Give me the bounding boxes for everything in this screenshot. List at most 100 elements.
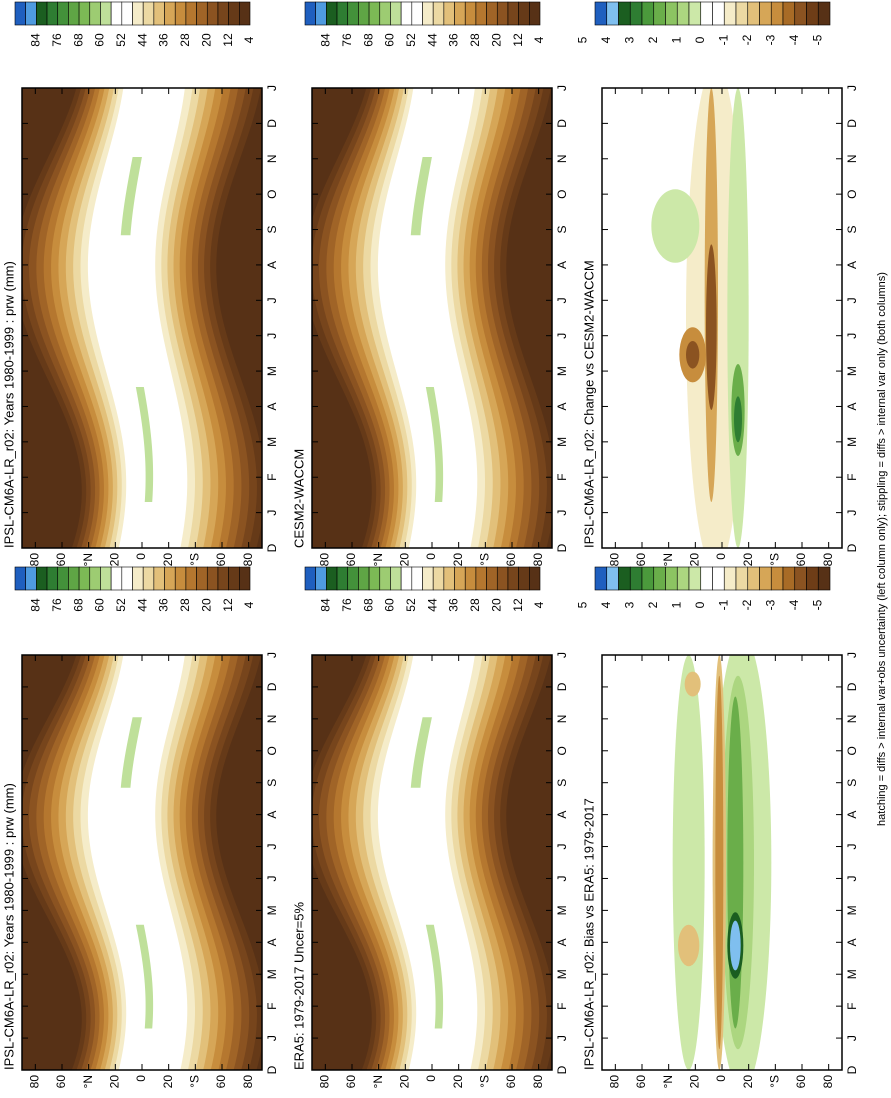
x-tick-label: F	[555, 1002, 569, 1009]
y-tick-label: 20	[161, 553, 175, 567]
colorbar-box	[68, 566, 80, 591]
colorbar-box	[454, 1, 466, 26]
y-tick-label: 60	[794, 1075, 808, 1089]
x-tick-label: M	[555, 437, 569, 447]
x-tick-label: J	[555, 844, 569, 850]
y-tick-label: 60	[54, 553, 68, 567]
y-tick-label: 80	[28, 553, 42, 567]
colorbar-box	[206, 566, 219, 591]
colorbar-box	[304, 566, 316, 591]
colorbar-label: 5	[575, 36, 589, 43]
colorbar-box	[326, 1, 338, 26]
colorbar-label: 36	[447, 598, 461, 612]
colorbar-box	[100, 1, 112, 26]
colorbar-box	[443, 566, 455, 591]
field-blob	[734, 396, 742, 443]
y-tick-label: 80	[241, 553, 255, 567]
y-tick-label: 60	[214, 553, 228, 567]
y-tick-label: 80	[28, 1075, 42, 1089]
field-blob	[706, 244, 717, 410]
x-tick-label: J	[265, 85, 279, 91]
colorbar-label: 1	[669, 36, 683, 43]
field-band	[389, 655, 464, 1070]
colorbar-box	[358, 566, 370, 591]
colorbar-box	[507, 566, 519, 591]
y-tick-label: 20	[161, 1075, 175, 1089]
y-tick-label: 20	[741, 1075, 755, 1089]
x-tick-label: F	[845, 474, 859, 481]
colorbar-box	[164, 1, 176, 26]
y-tick-label: °N	[661, 553, 675, 566]
colorbar-label: 44	[135, 33, 149, 47]
y-tick-label: °S	[478, 553, 492, 566]
colorbar-box	[379, 1, 391, 26]
y-tick-label: 0	[714, 1075, 728, 1082]
x-tick-label: J	[265, 844, 279, 850]
y-tick-label: °N	[661, 1075, 675, 1088]
colorbar-label: 5	[575, 601, 589, 608]
colorbar-box	[665, 566, 678, 591]
colorbar-box	[164, 566, 176, 591]
colorbar-label: 36	[157, 33, 171, 47]
x-tick-label: J	[845, 85, 859, 91]
x-tick-label: M	[845, 969, 859, 979]
colorbar-box	[464, 1, 477, 26]
colorbar-label: 20	[199, 598, 213, 612]
colorbar-box	[379, 566, 391, 591]
colorbar-box	[794, 566, 807, 591]
colorbar-label: -3	[763, 34, 777, 45]
colorbar-box	[486, 566, 498, 591]
x-tick-label: S	[845, 779, 859, 787]
colorbar-box	[57, 1, 69, 26]
colorbar-box	[770, 566, 784, 591]
colorbar-box	[817, 566, 831, 591]
colorbar-box	[185, 566, 197, 591]
field-band	[425, 387, 444, 502]
colorbar-label: 44	[135, 598, 149, 612]
colorbar-label: -4	[787, 34, 801, 45]
x-tick-label: F	[845, 1002, 859, 1009]
colorbar-box	[747, 566, 760, 591]
field-band	[99, 655, 174, 1070]
colorbar-label: 76	[50, 598, 64, 612]
colorbar-box	[68, 1, 80, 26]
y-tick-label: °N	[371, 1075, 385, 1088]
x-tick-label: F	[555, 474, 569, 481]
colorbar-box	[100, 566, 112, 591]
colorbar-box	[759, 1, 772, 26]
x-tick-label: M	[845, 905, 859, 915]
y-tick-label: °S	[768, 553, 782, 566]
colorbar-box	[606, 566, 619, 591]
colorbar-box	[464, 566, 477, 591]
x-tick-label: N	[265, 154, 279, 163]
x-tick-label: M	[265, 366, 279, 376]
colorbar-label: 28	[178, 598, 192, 612]
x-tick-label: J	[555, 652, 569, 658]
y-tick-label: 60	[634, 1075, 648, 1089]
field-band	[410, 717, 432, 788]
colorbar-box	[618, 566, 631, 591]
colorbar-label: 4	[599, 601, 613, 608]
colorbar-label: 36	[447, 33, 461, 47]
colorbar-label: 20	[199, 33, 213, 47]
x-tick-label: S	[555, 779, 569, 787]
colorbar-box	[759, 566, 772, 591]
colorbar-box	[712, 1, 725, 26]
colorbar-label: 2	[646, 601, 660, 608]
colorbar-box	[529, 566, 541, 591]
colorbar-box	[422, 1, 434, 26]
colorbar-label: 12	[511, 598, 525, 612]
colorbar-label: 28	[178, 33, 192, 47]
field-blob	[730, 920, 741, 971]
x-tick-label: J	[265, 297, 279, 303]
colorbar-box	[641, 1, 655, 26]
colorbar-box	[782, 566, 796, 591]
colorbar-box	[110, 566, 123, 591]
colorbar-box	[629, 566, 643, 591]
colorbar-label: -2	[740, 34, 754, 45]
x-tick-label: M	[265, 437, 279, 447]
colorbar-box	[400, 1, 413, 26]
colorbar-label: 4	[242, 601, 256, 608]
colorbar-box	[507, 1, 519, 26]
y-tick-label: 80	[531, 1075, 545, 1089]
